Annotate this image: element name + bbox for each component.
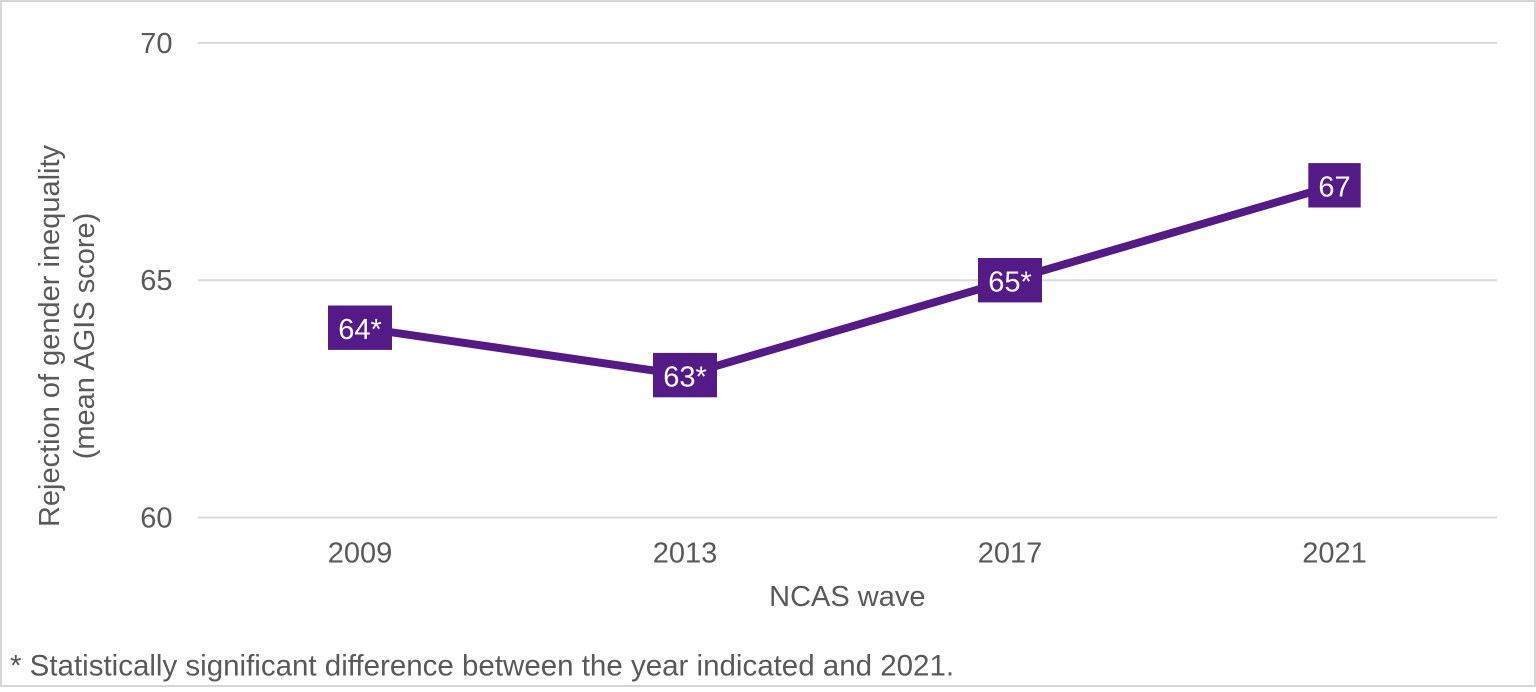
svg-text:65: 65 xyxy=(140,265,172,297)
svg-text:70: 70 xyxy=(140,28,172,60)
svg-text:65*: 65* xyxy=(988,267,1032,299)
svg-text:(mean AGIS score): (mean AGIS score) xyxy=(69,213,101,460)
svg-text:63*: 63* xyxy=(663,361,707,393)
svg-text:Rejection of gender inequality: Rejection of gender inequality xyxy=(34,144,66,527)
svg-text:64*: 64* xyxy=(338,314,382,346)
svg-text:60: 60 xyxy=(140,503,172,535)
svg-text:NCAS wave: NCAS wave xyxy=(769,581,925,613)
svg-text:2013: 2013 xyxy=(653,538,718,570)
svg-text:2009: 2009 xyxy=(328,538,393,570)
svg-text:67: 67 xyxy=(1318,172,1350,204)
svg-text:* Statistically significant di: * Statistically significant difference b… xyxy=(10,650,954,683)
svg-text:2021: 2021 xyxy=(1302,538,1367,570)
svg-text:2017: 2017 xyxy=(978,538,1043,570)
